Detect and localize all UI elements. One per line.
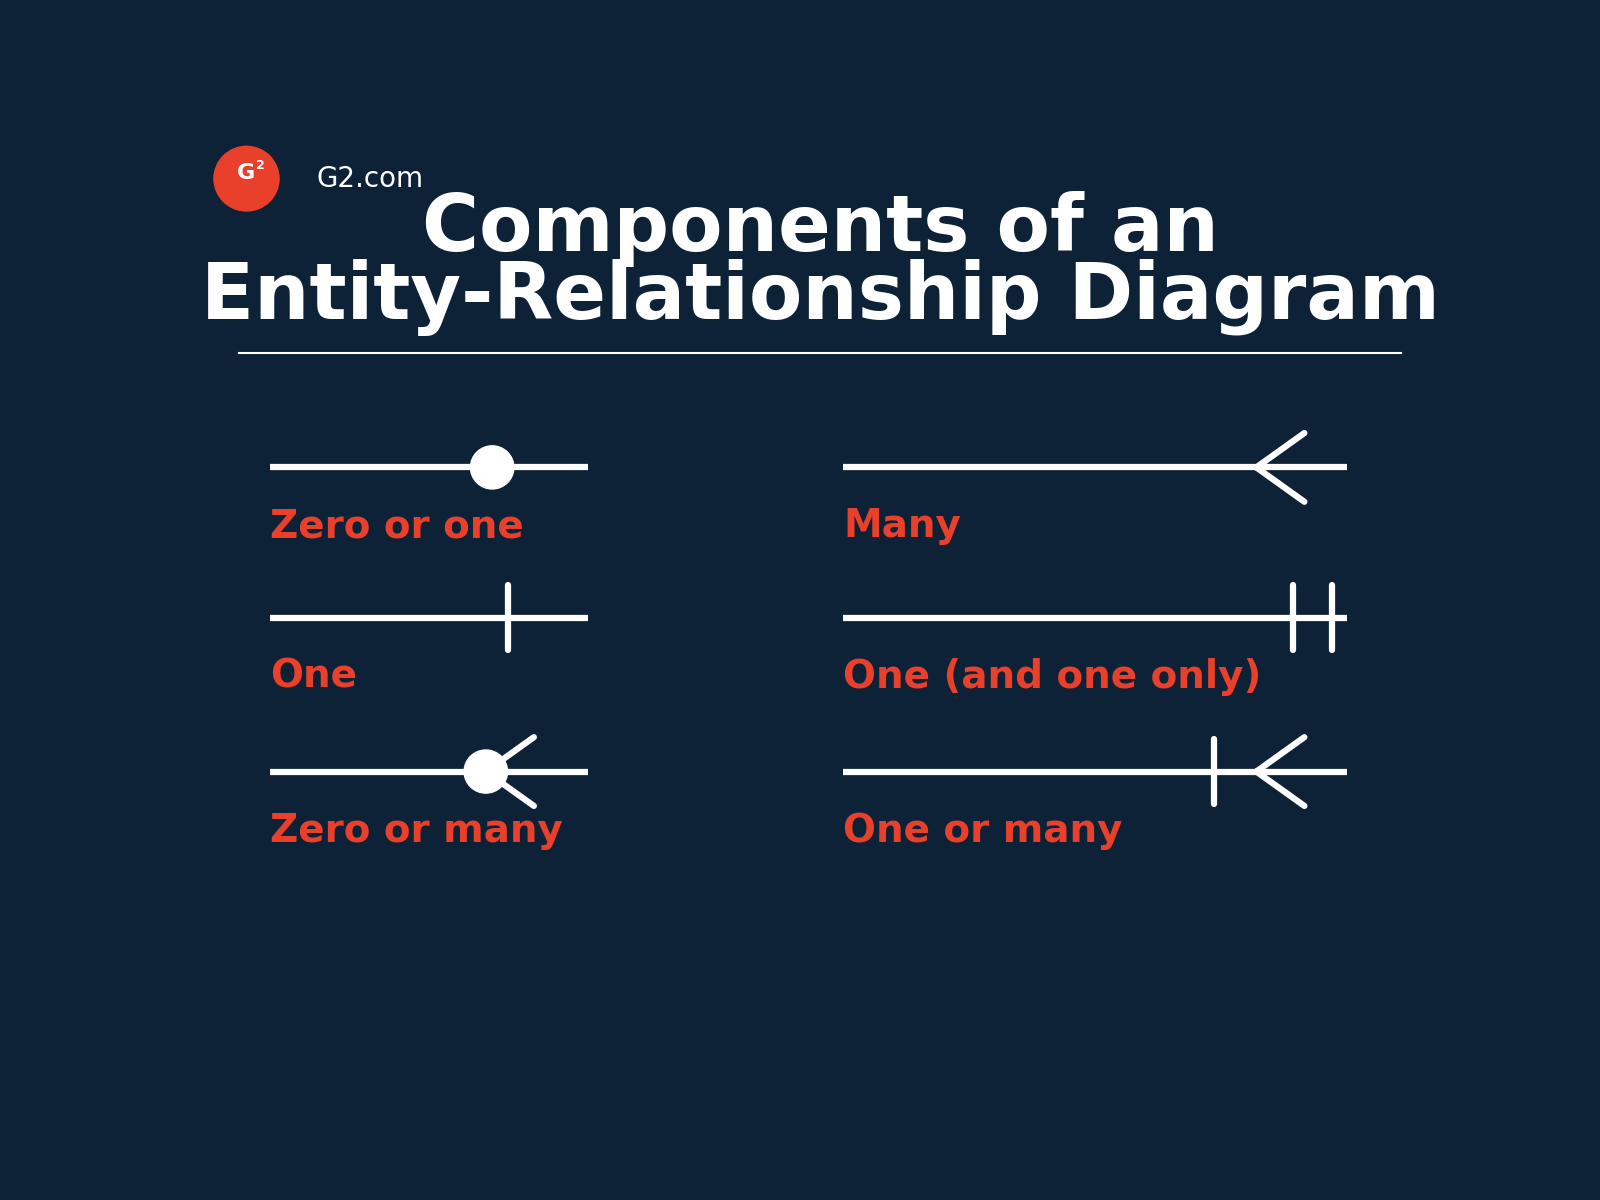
Text: One (and one only): One (and one only) [843, 658, 1262, 696]
Text: G: G [237, 163, 256, 184]
Text: One or many: One or many [843, 811, 1123, 850]
Text: Entity-Relationship Diagram: Entity-Relationship Diagram [200, 259, 1440, 336]
Circle shape [470, 446, 514, 488]
Circle shape [214, 146, 278, 211]
Text: Zero or one: Zero or one [270, 508, 523, 546]
Text: Many: Many [843, 508, 962, 546]
Text: One: One [270, 658, 357, 696]
Text: G2.com: G2.com [317, 164, 424, 193]
Text: Zero or many: Zero or many [270, 811, 563, 850]
Circle shape [464, 750, 507, 793]
Text: 2: 2 [256, 160, 266, 172]
Text: Components of an: Components of an [421, 191, 1219, 266]
